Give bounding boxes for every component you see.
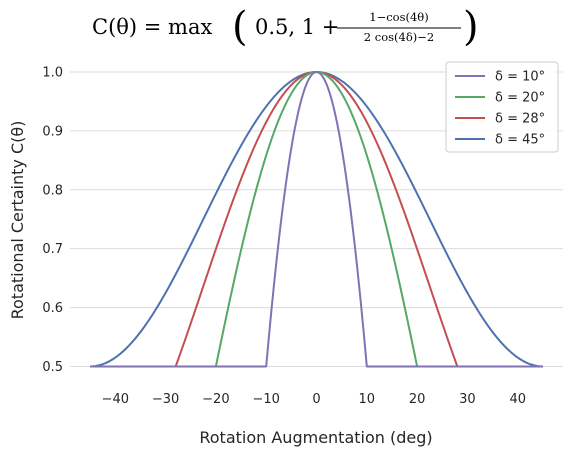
legend-frame xyxy=(445,61,559,153)
x-tick-label: 0 xyxy=(312,392,320,407)
x-tick-label: −40 xyxy=(102,392,129,407)
legend-label: δ = 20° xyxy=(495,91,545,106)
x-tick-label: −30 xyxy=(152,392,179,407)
x-tick-label: 40 xyxy=(509,392,526,407)
x-tick-labels: −40 −30 −20 −10 0 10 20 30 40 xyxy=(102,392,526,407)
y-tick-label: 0.9 xyxy=(42,124,63,139)
x-tick-label: −10 xyxy=(252,392,279,407)
title-lhs: C(θ) = max xyxy=(92,15,212,39)
y-tick-label: 0.8 xyxy=(42,183,63,198)
x-axis-label: Rotation Augmentation (deg) xyxy=(199,428,432,447)
chart-title: C(θ) = max ( 0.5, 1 + 1−cos(4θ) 2 cos(4δ… xyxy=(92,4,479,50)
y-tick-label: 1.0 xyxy=(42,66,63,81)
y-tick-label: 0.5 xyxy=(42,360,63,375)
x-tick-label: −20 xyxy=(202,392,229,407)
title-numerator: 1−cos(4θ) xyxy=(369,10,428,24)
x-tick-label: 30 xyxy=(459,392,476,407)
y-tick-label: 0.6 xyxy=(42,301,63,316)
title-open-paren: ( xyxy=(232,4,248,50)
y-tick-labels: 0.5 0.6 0.7 0.8 0.9 1.0 xyxy=(42,66,63,375)
y-axis-label: Rotational Certainty C(θ) xyxy=(8,121,27,320)
series-lines xyxy=(90,71,543,368)
legend-label: δ = 10° xyxy=(495,70,545,85)
legend-label: δ = 45° xyxy=(495,133,545,148)
legend: δ = 10° δ = 20° δ = 28° δ = 45° xyxy=(445,61,559,153)
x-tick-label: 20 xyxy=(409,392,426,407)
y-tick-label: 0.7 xyxy=(42,242,63,257)
title-denominator: 2 cos(4δ)−2 xyxy=(364,30,434,44)
x-tick-label: 10 xyxy=(359,392,376,407)
title-close-paren: ) xyxy=(463,4,479,50)
title-arg-prefix: 0.5, 1 + xyxy=(255,15,339,39)
legend-label: δ = 28° xyxy=(495,112,545,127)
series-line xyxy=(90,71,543,368)
